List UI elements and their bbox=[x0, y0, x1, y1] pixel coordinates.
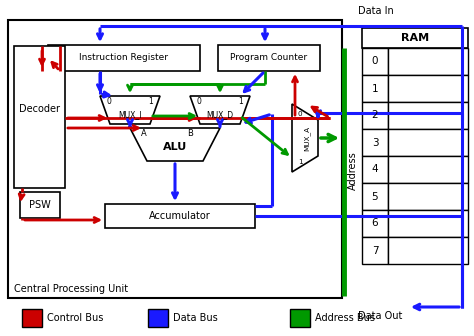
Text: Accumulator: Accumulator bbox=[149, 211, 211, 221]
FancyBboxPatch shape bbox=[388, 102, 468, 129]
Text: A: A bbox=[141, 128, 147, 137]
FancyBboxPatch shape bbox=[362, 183, 388, 210]
FancyBboxPatch shape bbox=[362, 210, 388, 237]
FancyBboxPatch shape bbox=[388, 75, 468, 102]
Text: 2: 2 bbox=[372, 111, 378, 121]
FancyBboxPatch shape bbox=[148, 309, 168, 327]
Text: Decoder: Decoder bbox=[19, 104, 60, 114]
Text: MUX_I: MUX_I bbox=[118, 111, 142, 120]
FancyBboxPatch shape bbox=[8, 20, 342, 298]
Text: 7: 7 bbox=[372, 246, 378, 255]
Polygon shape bbox=[292, 104, 318, 172]
Text: Address: Address bbox=[348, 152, 358, 191]
Text: Data Bus: Data Bus bbox=[173, 313, 218, 323]
FancyBboxPatch shape bbox=[20, 192, 60, 218]
FancyBboxPatch shape bbox=[290, 309, 310, 327]
Text: 3: 3 bbox=[372, 137, 378, 148]
Text: Instruction Register: Instruction Register bbox=[80, 53, 168, 62]
Text: 0: 0 bbox=[372, 56, 378, 67]
FancyBboxPatch shape bbox=[388, 129, 468, 156]
Text: ALU: ALU bbox=[163, 142, 187, 152]
Text: 6: 6 bbox=[372, 218, 378, 228]
FancyBboxPatch shape bbox=[362, 129, 388, 156]
Text: PSW: PSW bbox=[29, 200, 51, 210]
Text: 1: 1 bbox=[149, 96, 154, 106]
FancyBboxPatch shape bbox=[362, 237, 388, 264]
Text: 1: 1 bbox=[238, 96, 243, 106]
FancyBboxPatch shape bbox=[48, 45, 200, 71]
Text: B: B bbox=[187, 128, 193, 137]
Text: 1: 1 bbox=[298, 159, 302, 165]
FancyBboxPatch shape bbox=[218, 45, 320, 71]
FancyBboxPatch shape bbox=[22, 309, 42, 327]
Polygon shape bbox=[190, 96, 250, 124]
Text: Control Bus: Control Bus bbox=[47, 313, 103, 323]
Text: 5: 5 bbox=[372, 192, 378, 202]
Text: Central Processing Unit: Central Processing Unit bbox=[14, 284, 128, 294]
Text: Data In: Data In bbox=[358, 6, 394, 16]
Text: 4: 4 bbox=[372, 165, 378, 174]
FancyBboxPatch shape bbox=[388, 210, 468, 237]
Text: MUX_D: MUX_D bbox=[207, 111, 234, 120]
Polygon shape bbox=[100, 96, 160, 124]
Text: 0: 0 bbox=[107, 96, 111, 106]
Text: MUX_A: MUX_A bbox=[304, 125, 310, 151]
Polygon shape bbox=[130, 128, 220, 161]
FancyBboxPatch shape bbox=[388, 156, 468, 183]
Text: Data Out: Data Out bbox=[358, 311, 402, 321]
FancyBboxPatch shape bbox=[388, 237, 468, 264]
Text: Address Bus: Address Bus bbox=[315, 313, 375, 323]
Text: 1: 1 bbox=[372, 84, 378, 93]
FancyBboxPatch shape bbox=[388, 183, 468, 210]
FancyBboxPatch shape bbox=[14, 46, 65, 188]
Text: Program Counter: Program Counter bbox=[230, 53, 308, 62]
FancyBboxPatch shape bbox=[105, 204, 255, 228]
FancyBboxPatch shape bbox=[388, 48, 468, 75]
FancyBboxPatch shape bbox=[362, 48, 388, 75]
Text: RAM: RAM bbox=[401, 33, 429, 43]
FancyBboxPatch shape bbox=[362, 75, 388, 102]
Text: 0: 0 bbox=[298, 111, 302, 117]
FancyBboxPatch shape bbox=[362, 156, 388, 183]
FancyBboxPatch shape bbox=[362, 102, 388, 129]
FancyBboxPatch shape bbox=[362, 28, 468, 48]
Text: 0: 0 bbox=[197, 96, 201, 106]
